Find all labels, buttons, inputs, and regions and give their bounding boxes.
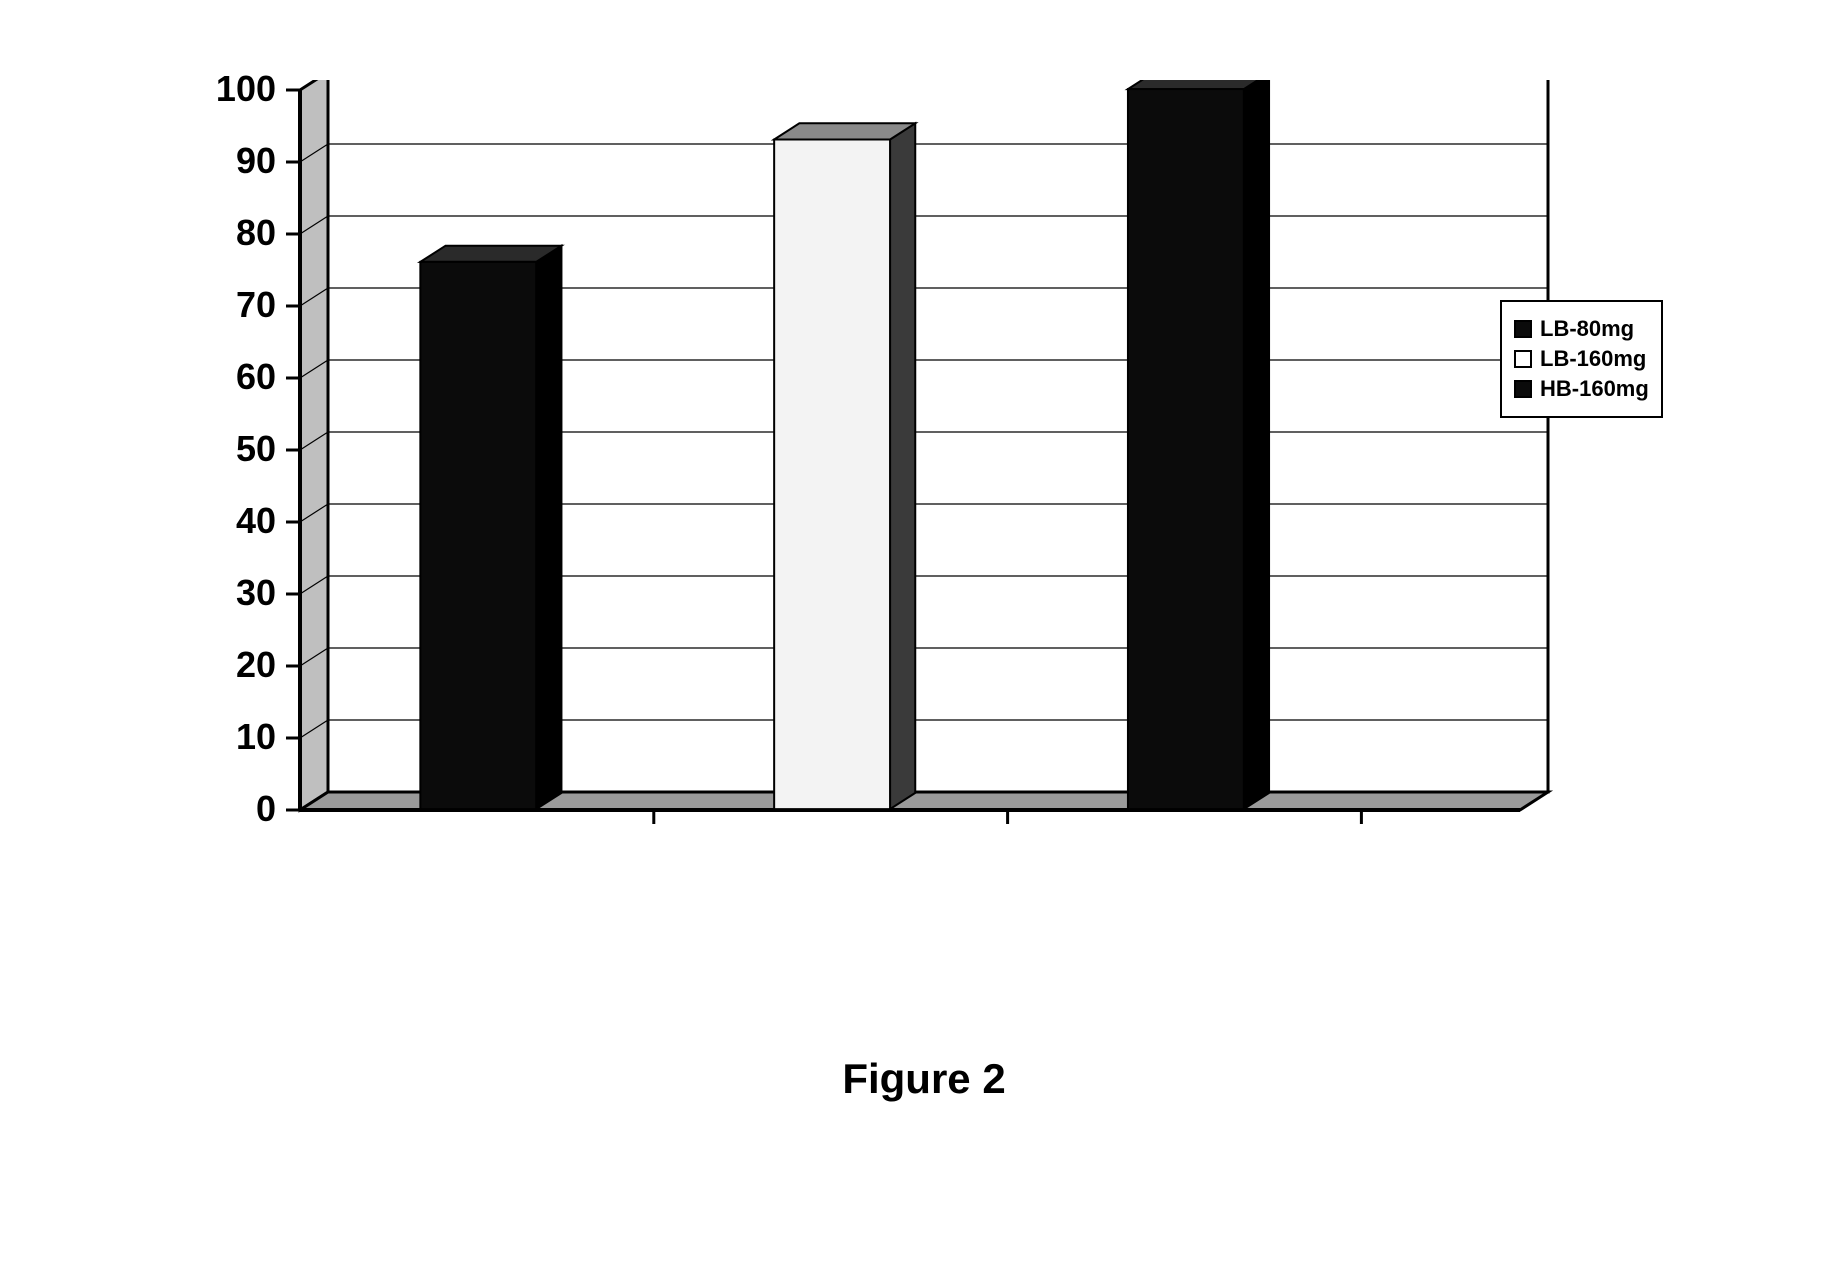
legend-item: HB-160mg	[1514, 376, 1649, 402]
legend-item: LB-80mg	[1514, 316, 1649, 342]
legend-swatch	[1514, 350, 1532, 368]
y-tick-label: 50	[80, 428, 276, 470]
legend-label: HB-160mg	[1540, 376, 1649, 402]
y-tick-label: 80	[80, 212, 276, 254]
y-tick-label: 10	[80, 716, 276, 758]
legend-item: LB-160mg	[1514, 346, 1649, 372]
y-tick-label: 0	[80, 788, 276, 830]
legend-label: LB-80mg	[1540, 316, 1634, 342]
chart-svg	[80, 80, 1588, 878]
bar-lb-80mg	[420, 246, 561, 809]
y-tick-label: 70	[80, 284, 276, 326]
y-tick-label: 30	[80, 572, 276, 614]
bar-lb-160mg	[774, 123, 915, 809]
figure-caption: Figure 2	[0, 1055, 1848, 1103]
legend-label: LB-160mg	[1540, 346, 1646, 372]
y-tick-label: 90	[80, 140, 276, 182]
y-tick-label: 20	[80, 644, 276, 686]
bar-chart: 0102030405060708090100	[80, 80, 1588, 883]
y-tick-label: 60	[80, 356, 276, 398]
y-tick-label: 40	[80, 500, 276, 542]
legend-swatch	[1514, 380, 1532, 398]
legend: LB-80mg LB-160mg HB-160mg	[1500, 300, 1663, 418]
y-tick-label: 100	[80, 68, 276, 110]
bar-hb-160mg	[1128, 80, 1269, 809]
legend-swatch	[1514, 320, 1532, 338]
